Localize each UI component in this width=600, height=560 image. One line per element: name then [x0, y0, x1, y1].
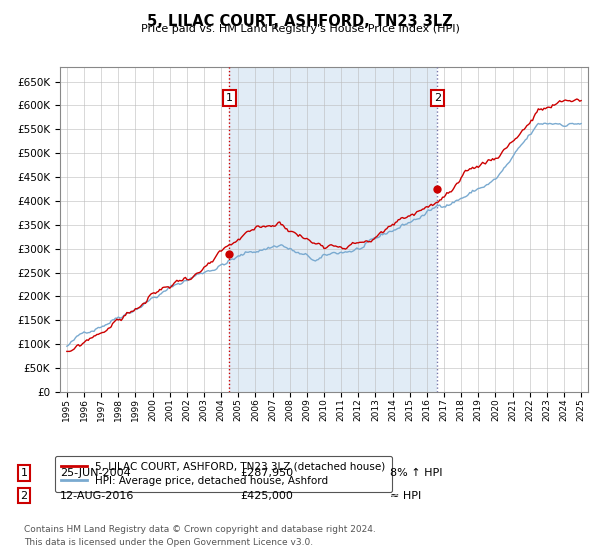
Text: £425,000: £425,000	[240, 491, 293, 501]
Text: 5, LILAC COURT, ASHFORD, TN23 3LZ: 5, LILAC COURT, ASHFORD, TN23 3LZ	[147, 14, 453, 29]
Text: 8% ↑ HPI: 8% ↑ HPI	[390, 468, 443, 478]
Text: 1: 1	[20, 468, 28, 478]
Text: 12-AUG-2016: 12-AUG-2016	[60, 491, 134, 501]
Text: 2: 2	[20, 491, 28, 501]
Text: 2: 2	[434, 93, 441, 103]
Text: £287,950: £287,950	[240, 468, 293, 478]
Bar	[229, 67, 437, 392]
Legend: 5, LILAC COURT, ASHFORD, TN23 3LZ (detached house), HPI: Average price, detached: 5, LILAC COURT, ASHFORD, TN23 3LZ (detac…	[55, 456, 392, 492]
Text: Price paid vs. HM Land Registry's House Price Index (HPI): Price paid vs. HM Land Registry's House …	[140, 24, 460, 34]
Text: This data is licensed under the Open Government Licence v3.0.: This data is licensed under the Open Gov…	[24, 538, 313, 547]
Text: Contains HM Land Registry data © Crown copyright and database right 2024.: Contains HM Land Registry data © Crown c…	[24, 525, 376, 534]
Text: 1: 1	[226, 93, 233, 103]
Text: ≈ HPI: ≈ HPI	[390, 491, 421, 501]
Text: 25-JUN-2004: 25-JUN-2004	[60, 468, 131, 478]
